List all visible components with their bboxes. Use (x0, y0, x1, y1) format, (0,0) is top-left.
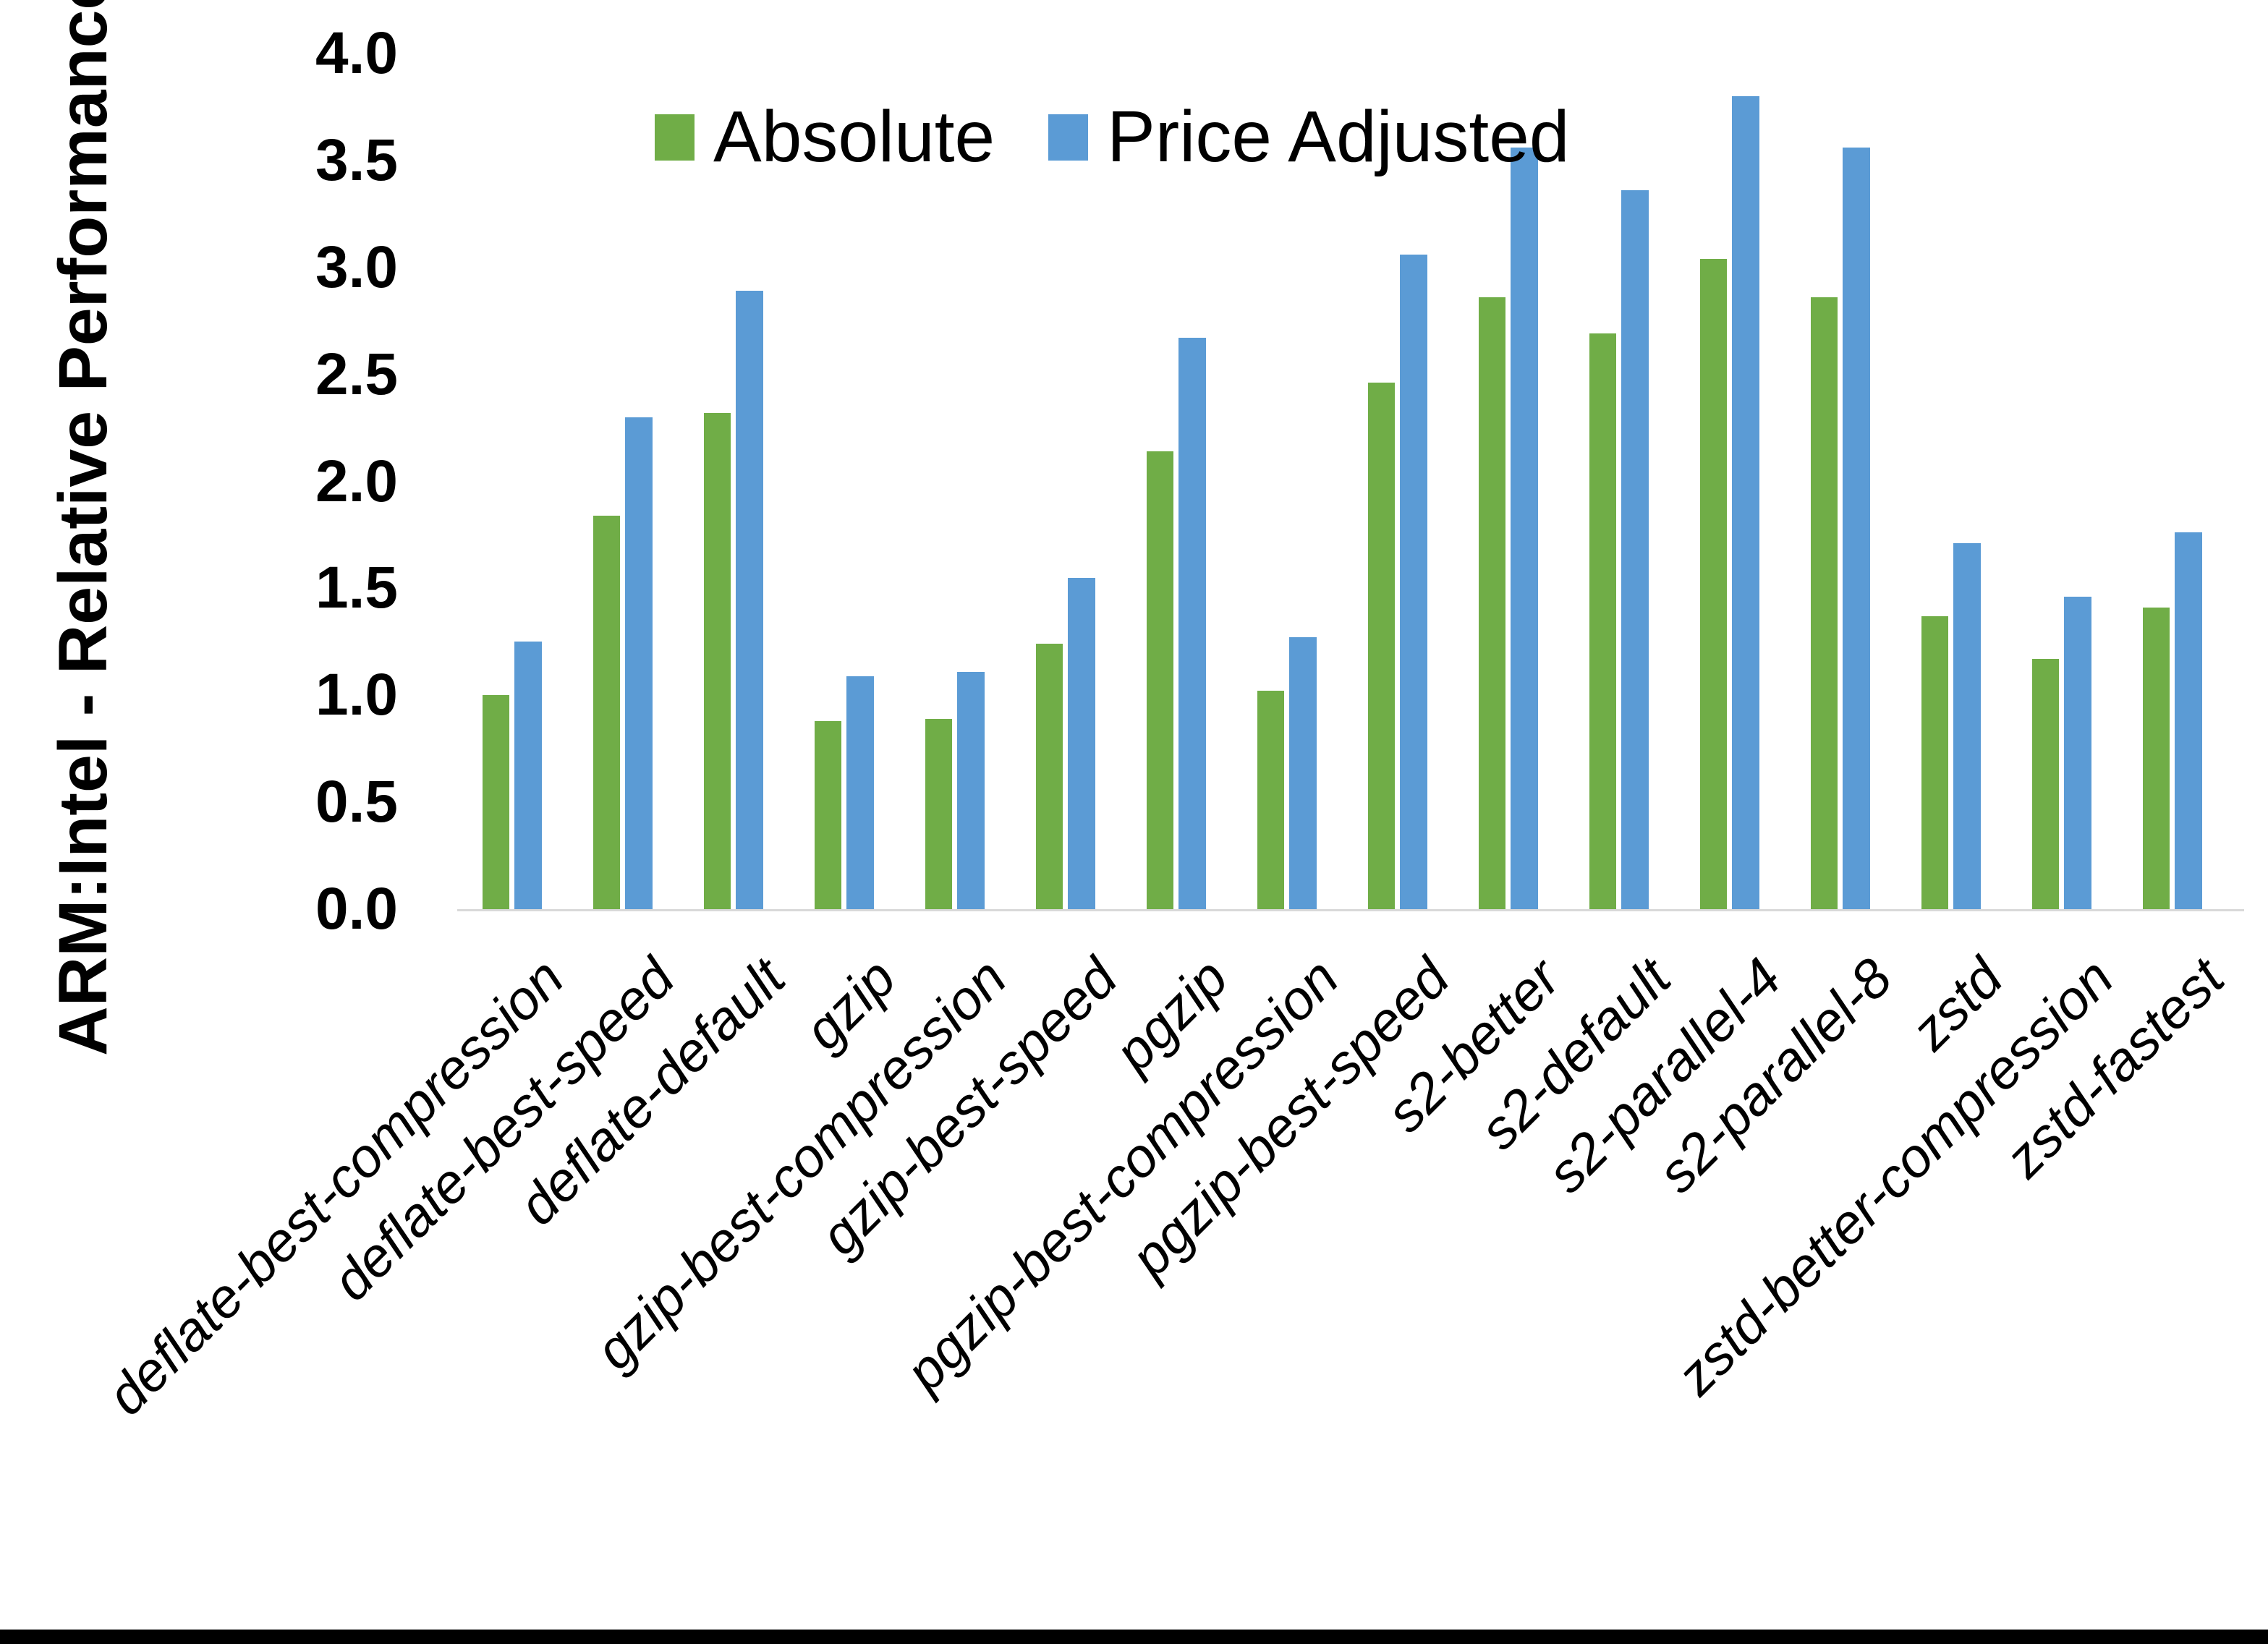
bar-price-adjusted-zstd-fastest (2175, 532, 2202, 909)
y-tick-label: 1.5 (315, 555, 398, 621)
y-tick-label: 2.0 (315, 448, 398, 514)
bar-absolute-s2-parallel-8 (1811, 297, 1838, 909)
bar-price-adjusted-deflate-default (736, 291, 763, 909)
bar-absolute-s2-parallel-4 (1700, 259, 1727, 909)
bar-absolute-deflate-best-compression (483, 695, 509, 909)
bar-price-adjusted-zstd-better-compression (2064, 597, 2091, 909)
bottom-border (0, 1630, 2268, 1644)
bar-price-adjusted-pgzip (1178, 338, 1206, 909)
bar-absolute-s2-default (1589, 333, 1616, 909)
bar-absolute-pgzip-best-speed (1368, 383, 1395, 909)
bar-absolute-gzip-best-speed (1036, 644, 1063, 909)
bar-absolute-pgzip (1147, 451, 1173, 909)
y-tick-label: 2.5 (315, 341, 398, 407)
y-tick-label: 3.5 (315, 127, 398, 193)
bar-price-adjusted-gzip (846, 676, 874, 909)
legend: Absolute Price Adjusted (655, 95, 1569, 179)
y-axis-title: ARM:Intel - Relative Performance (45, 0, 122, 1056)
bar-absolute-gzip (815, 721, 841, 909)
bar-price-adjusted-s2-better (1511, 148, 1538, 909)
bar-absolute-s2-better (1479, 297, 1505, 909)
y-tick-label: 3.0 (315, 234, 398, 300)
legend-item-absolute: Absolute (655, 95, 995, 179)
bar-price-adjusted-zstd (1953, 543, 1981, 909)
legend-item-price-adjusted: Price Adjusted (1048, 95, 1569, 179)
bar-absolute-zstd (1921, 616, 1948, 909)
bar-price-adjusted-gzip-best-compression (957, 672, 985, 909)
bar-price-adjusted-s2-default (1621, 190, 1649, 909)
bar-price-adjusted-s2-parallel-4 (1732, 96, 1759, 909)
bar-absolute-zstd-better-compression (2032, 659, 2059, 909)
bar-price-adjusted-pgzip-best-compression (1289, 637, 1317, 909)
bar-absolute-deflate-default (704, 413, 731, 909)
bar-price-adjusted-s2-parallel-8 (1843, 148, 1870, 909)
legend-swatch-price-adjusted-icon (1048, 114, 1089, 161)
bar-price-adjusted-deflate-best-compression (514, 642, 542, 909)
y-tick-label: 4.0 (315, 20, 398, 86)
legend-label-price-adjusted: Price Adjusted (1107, 96, 1570, 177)
bar-absolute-deflate-best-speed (593, 516, 620, 909)
bar-price-adjusted-pgzip-best-speed (1400, 255, 1427, 909)
bar-absolute-zstd-fastest (2143, 608, 2170, 909)
x-axis-line (457, 909, 2244, 911)
legend-label-absolute: Absolute (713, 96, 995, 177)
y-tick-label: 0.0 (315, 876, 398, 942)
bar-price-adjusted-gzip-best-speed (1068, 578, 1095, 909)
bar-absolute-pgzip-best-compression (1257, 691, 1284, 909)
y-tick-label: 0.5 (315, 769, 398, 835)
y-tick-label: 1.0 (315, 662, 398, 728)
bar-price-adjusted-deflate-best-speed (625, 417, 653, 909)
bar-absolute-gzip-best-compression (925, 719, 952, 909)
legend-swatch-absolute-icon (655, 114, 695, 161)
